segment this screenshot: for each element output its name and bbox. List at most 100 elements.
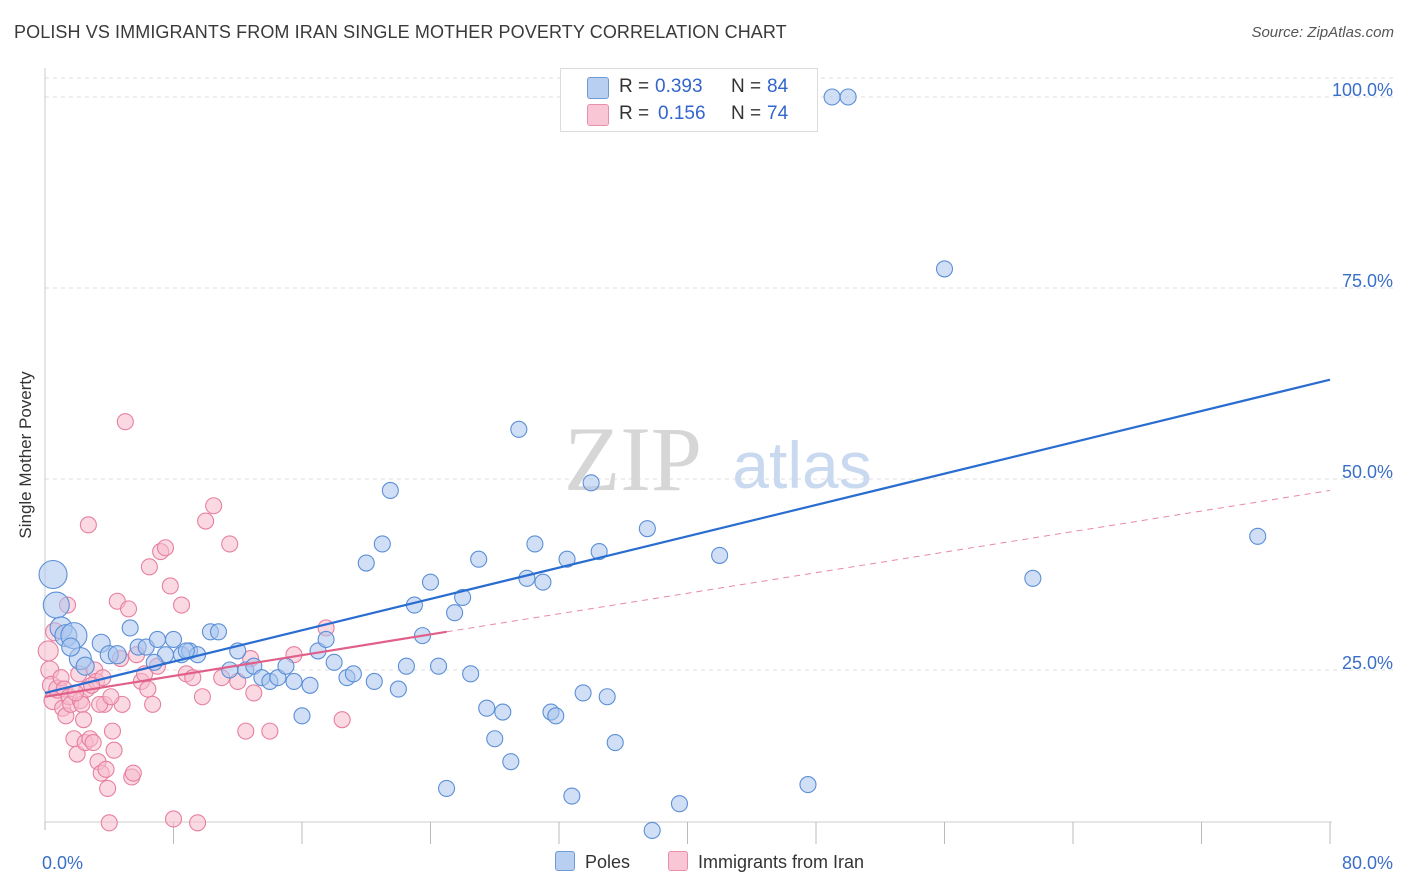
iran-point	[164, 810, 183, 828]
iran-point	[105, 741, 123, 759]
watermark-zip: ZIP	[564, 408, 702, 510]
poles-point	[1249, 527, 1267, 545]
iran-point	[172, 596, 191, 614]
y-tick-label: 50.0%	[1342, 462, 1393, 482]
poles-point	[381, 481, 399, 500]
poles-point	[486, 730, 504, 748]
legend-n-value-iran: 74	[767, 103, 789, 124]
poles-point	[711, 546, 729, 564]
poles-point	[534, 573, 552, 591]
poles-point	[121, 619, 139, 637]
poles-trend-line	[44, 378, 1331, 694]
iran-point	[119, 600, 138, 618]
bottom-legend-iran: Immigrants from Iran	[668, 851, 864, 873]
poles-point	[462, 665, 480, 683]
y-tick-label: 25.0%	[1342, 653, 1393, 673]
iran-point	[99, 779, 117, 797]
poles-point	[75, 656, 95, 676]
poles-point	[148, 630, 166, 648]
poles-point	[563, 787, 581, 805]
bottom-legend-poles-label: Poles	[585, 852, 631, 872]
poles-point	[301, 676, 319, 694]
axes	[44, 68, 1332, 844]
poles-point	[1024, 569, 1042, 587]
poles-point	[61, 637, 81, 657]
iran-point	[156, 539, 175, 557]
iran-trend-extension	[446, 489, 1331, 633]
poles-point	[590, 543, 608, 561]
poles-point	[454, 588, 472, 606]
tick-labels: 25.0% 50.0% 75.0% 100.0% 0.0% 80.0%	[42, 80, 1393, 873]
iran-point	[161, 577, 179, 595]
iran-point	[221, 535, 239, 553]
poles-point	[421, 573, 440, 591]
iran-point	[103, 722, 122, 740]
poles-points	[38, 88, 1267, 839]
poles-point	[221, 661, 239, 679]
iran-point	[245, 684, 263, 702]
poles-point	[373, 535, 391, 553]
iran-point	[124, 764, 142, 782]
poles-point	[209, 623, 228, 641]
chart-title: POLISH VS IMMIGRANTS FROM IRAN SINGLE MO…	[14, 22, 787, 42]
poles-point	[574, 684, 592, 702]
poles-point	[107, 645, 127, 665]
poles-point	[429, 657, 448, 675]
trend-lines	[44, 378, 1331, 698]
poles-point	[317, 630, 335, 648]
iran-point	[237, 722, 255, 740]
poles-point	[494, 703, 512, 721]
poles-point	[526, 535, 544, 553]
poles-point	[365, 672, 383, 691]
iran-point	[139, 680, 157, 698]
legend-n-label: N =	[731, 76, 762, 97]
legend-r-value-iran: 0.156	[658, 103, 706, 124]
poles-point	[325, 653, 343, 671]
legend: R = 0.393 N = 84 R = 0.156 N = 74	[560, 68, 818, 132]
x-tick-label: 0.0%	[42, 853, 83, 873]
iran-point	[84, 734, 102, 752]
iran-point	[140, 558, 158, 576]
poles-point	[344, 665, 362, 683]
poles-point	[470, 550, 488, 568]
source-label: Source: ZipAtlas.com	[1251, 24, 1394, 41]
poles-point	[438, 779, 456, 797]
poles-point	[799, 776, 817, 794]
iran-point	[97, 760, 115, 778]
poles-point	[935, 260, 954, 278]
iran-point	[144, 695, 162, 713]
iran-point	[116, 413, 134, 431]
poles-point	[598, 688, 616, 706]
iran-point	[193, 688, 211, 706]
legend-n-label: N =	[731, 103, 762, 124]
poles-point	[839, 88, 857, 106]
poles-point	[638, 520, 656, 538]
iran-trend-line	[44, 630, 447, 698]
poles-point	[446, 604, 464, 622]
poles-point	[502, 753, 520, 771]
iran-point	[189, 814, 207, 832]
poles-point	[518, 569, 536, 587]
poles-point	[38, 559, 68, 590]
poles-point	[558, 550, 576, 568]
poles-point	[397, 657, 415, 675]
iran-point	[37, 640, 59, 662]
legend-r-label: R =	[619, 103, 650, 124]
grid-lines	[45, 77, 1395, 671]
iran-point	[75, 711, 93, 729]
watermark-atlas: atlas	[732, 428, 871, 502]
poles-point	[277, 657, 295, 675]
poles-point	[547, 707, 565, 725]
iran-point	[261, 722, 279, 740]
legend-r-value-poles: 0.393	[655, 76, 703, 97]
poles-point	[510, 420, 528, 438]
poles-point	[389, 680, 407, 698]
poles-point	[823, 88, 841, 106]
poles-swatch	[555, 851, 575, 871]
watermark: ZIP atlas	[564, 408, 872, 510]
iran-point	[79, 516, 97, 534]
iran-point	[205, 497, 223, 515]
iran-point	[102, 688, 120, 706]
poles-point	[606, 734, 624, 752]
